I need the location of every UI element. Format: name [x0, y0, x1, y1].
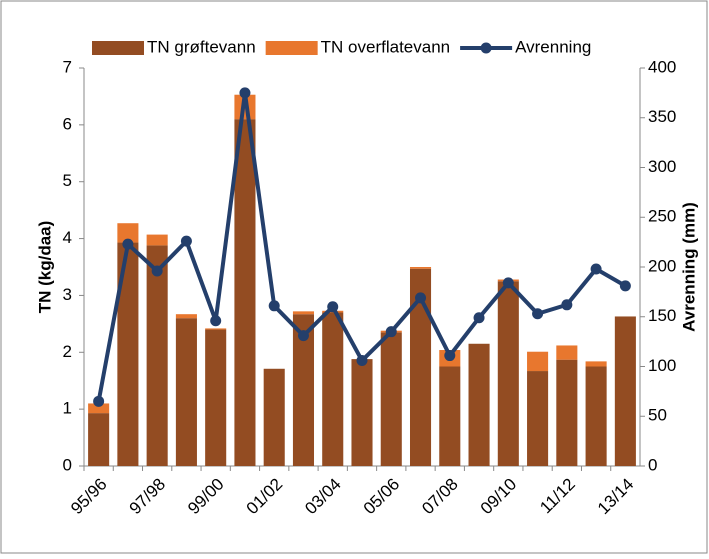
y2-tick-label: 250: [648, 207, 676, 226]
y2-tick-label: 350: [648, 107, 676, 126]
legend-swatch: [480, 42, 492, 54]
bar: [146, 245, 168, 466]
marker: [590, 263, 602, 275]
y-tick-label: 1: [63, 399, 72, 418]
marker: [532, 308, 544, 320]
bar: [527, 371, 549, 466]
marker: [327, 301, 339, 313]
bar: [556, 345, 578, 360]
legend-swatch: [92, 41, 144, 55]
y-tick-label: 5: [63, 171, 72, 190]
bar: [205, 328, 227, 330]
bar: [88, 413, 110, 466]
marker: [239, 87, 251, 99]
bar: [234, 119, 256, 467]
marker: [356, 355, 368, 367]
legend-label: TN grøftevann: [147, 37, 256, 56]
y-tick-label: 3: [63, 285, 72, 304]
y2-tick-label: 50: [648, 406, 667, 425]
marker: [93, 395, 105, 407]
bar: [175, 318, 197, 466]
marker: [151, 265, 163, 277]
y-tick-label: 0: [63, 455, 72, 474]
y-tick-label: 7: [63, 57, 72, 76]
bar: [205, 329, 227, 466]
bar: [292, 314, 315, 466]
y2-tick-label: 100: [648, 356, 676, 375]
bar: [117, 242, 139, 466]
bar: [263, 368, 285, 466]
y-tick-label: 6: [63, 114, 72, 133]
y-tick-label: 2: [63, 342, 72, 361]
bar: [322, 312, 344, 466]
bar: [439, 366, 461, 466]
y2-tick-label: 200: [648, 256, 676, 275]
bar: [585, 361, 607, 367]
bar: [88, 403, 110, 414]
bar: [468, 343, 490, 466]
marker: [561, 299, 573, 311]
y-tick-label: 4: [63, 228, 72, 247]
bar: [585, 366, 607, 466]
bar: [527, 351, 549, 372]
bar: [117, 223, 139, 243]
bar: [409, 267, 432, 269]
legend-label: Avrenning: [515, 37, 591, 56]
marker: [210, 315, 222, 327]
y2-axis-label: Avrenning (mm): [679, 202, 698, 332]
bar: [380, 332, 402, 466]
y2-tick-label: 0: [648, 455, 657, 474]
legend-swatch: [265, 41, 318, 55]
marker: [385, 326, 397, 338]
y2-tick-label: 300: [648, 157, 676, 176]
bar: [556, 359, 578, 466]
marker: [297, 330, 309, 342]
marker: [180, 235, 192, 247]
bar: [146, 234, 168, 246]
marker: [122, 238, 134, 250]
bar: [175, 314, 197, 319]
bar: [497, 281, 519, 466]
marker: [444, 350, 456, 362]
bar: [351, 359, 373, 466]
legend-label: TN overflatevann: [321, 37, 450, 56]
marker: [268, 300, 280, 312]
bar: [614, 316, 636, 466]
bar: [409, 268, 432, 466]
y-axis-label: TN (kg/daa): [35, 221, 54, 314]
y2-tick-label: 150: [648, 306, 676, 325]
marker: [619, 280, 631, 292]
marker: [415, 292, 427, 304]
marker: [502, 277, 514, 289]
marker: [473, 312, 485, 324]
bar: [292, 311, 315, 315]
y2-tick-label: 400: [648, 57, 676, 76]
